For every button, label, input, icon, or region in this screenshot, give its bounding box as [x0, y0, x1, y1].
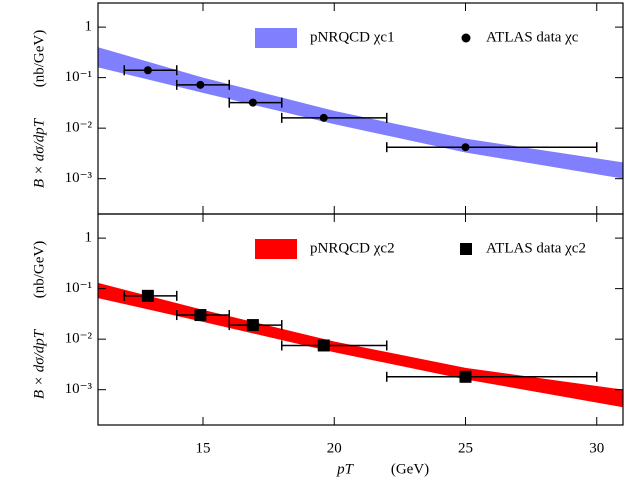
marker	[248, 98, 257, 107]
y-axis-label: B × dσ/dpT (nb/GeV)	[31, 241, 47, 399]
marker	[459, 370, 472, 383]
x-tick-label: 15	[196, 440, 211, 456]
y-label: B × dσ/dpT	[31, 328, 47, 399]
y-unit: (nb/GeV)	[31, 241, 47, 298]
marker	[319, 113, 328, 122]
x-tick-label: 30	[589, 440, 604, 456]
legend-label: ATLAS data χc	[486, 29, 579, 45]
legend-marker	[460, 243, 472, 255]
band	[98, 47, 623, 179]
y-tick-label: 10⁻¹	[65, 69, 92, 85]
y-tick-label: 10⁻³	[65, 170, 93, 186]
x-label: pT	[336, 461, 355, 477]
y-tick-label: 1	[85, 19, 93, 35]
legend-swatch	[255, 28, 297, 48]
y-tick-label: 1	[85, 230, 93, 246]
marker	[317, 339, 330, 352]
y-tick-label: 10⁻³	[65, 381, 93, 397]
marker	[194, 309, 207, 322]
legend-marker	[461, 33, 471, 43]
y-axis-label: B × dσ/dpT (nb/GeV)	[31, 30, 47, 188]
legend-swatch	[255, 239, 297, 259]
marker	[461, 143, 470, 152]
x-unit: (GeV)	[391, 461, 429, 477]
marker	[141, 289, 154, 302]
y-tick-label: 10⁻²	[65, 331, 93, 347]
marker	[196, 80, 205, 89]
x-tick-label: 25	[458, 440, 473, 456]
legend-label: ATLAS data χc2	[486, 240, 586, 256]
legend-label: pNRQCD χc1	[310, 29, 395, 45]
frame	[97, 213, 624, 426]
marker	[246, 319, 259, 332]
y-unit: (nb/GeV)	[31, 30, 47, 87]
y-tick-label: 10⁻¹	[65, 280, 92, 296]
marker	[143, 66, 152, 75]
y-label: B × dσ/dpT	[31, 117, 47, 188]
y-tick-label: 10⁻²	[65, 120, 93, 136]
legend-label: pNRQCD χc2	[310, 240, 395, 256]
x-tick-label: 20	[327, 440, 342, 456]
